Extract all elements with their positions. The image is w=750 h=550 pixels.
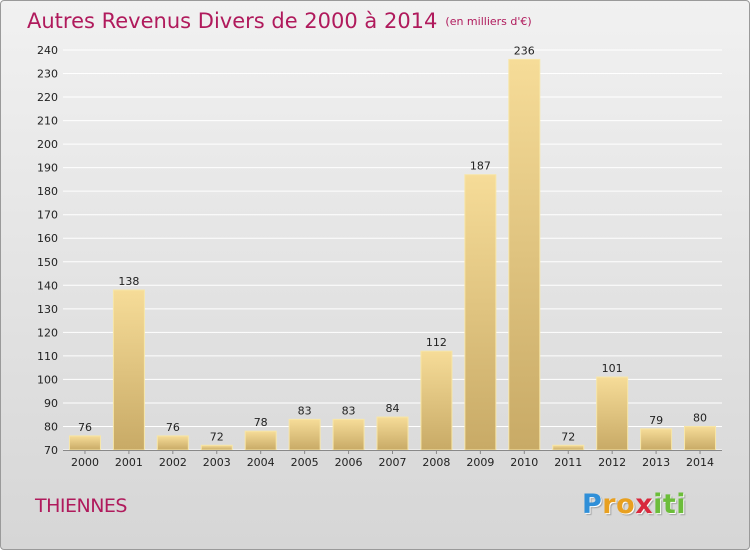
x-tick-label-2012: 2012 [598, 456, 626, 469]
x-tick-label-2013: 2013 [642, 456, 670, 469]
chart-title: Autres Revenus Divers de 2000 à 2014 [27, 9, 438, 33]
value-label-2009: 187 [470, 160, 491, 173]
value-label-2000: 76 [78, 421, 92, 434]
value-label-2014: 80 [693, 411, 707, 424]
y-tick-label: 80 [44, 420, 58, 433]
bar-2011[interactable] [552, 444, 585, 451]
logo-letter: i [653, 489, 663, 520]
bar-2009[interactable] [464, 174, 497, 451]
y-tick-label: 130 [37, 303, 58, 316]
x-tick-label-2006: 2006 [335, 456, 363, 469]
x-tick-label-2001: 2001 [115, 456, 143, 469]
x-tick-label-2003: 2003 [203, 456, 231, 469]
bar-2008[interactable] [420, 350, 453, 451]
y-tick-label: 170 [37, 209, 58, 222]
bar-2012[interactable] [596, 376, 629, 451]
bar-2005[interactable] [288, 418, 321, 451]
y-tick-label: 230 [37, 68, 58, 81]
logo-letter: x [635, 489, 654, 520]
x-tick-label-2004: 2004 [247, 456, 275, 469]
x-tick-label-2007: 2007 [379, 456, 407, 469]
value-label-2005: 83 [298, 404, 312, 417]
bars: 76 138 76 72 78 83 83 84 112 187 236 72 101 79 80 [68, 44, 717, 451]
y-tick-label: 70 [44, 444, 58, 457]
x-tick-label-2002: 2002 [159, 456, 187, 469]
y-tick-label: 150 [37, 256, 58, 269]
title-row: Autres Revenus Divers de 2000 à 2014 (en … [27, 9, 532, 33]
value-label-2010: 236 [514, 44, 535, 57]
y-tick-label: 110 [37, 350, 58, 363]
logo-letter: r [602, 489, 617, 520]
bar-2006[interactable] [332, 418, 365, 451]
y-tick-label: 210 [37, 115, 58, 128]
bar-2000[interactable] [68, 435, 101, 451]
x-tick-label-2009: 2009 [466, 456, 494, 469]
bar-2004[interactable] [244, 430, 277, 451]
commune-name: THIENNES [35, 495, 128, 517]
x-tick-label-2014: 2014 [686, 456, 714, 469]
y-tick-label: 180 [37, 185, 58, 198]
bar-2007[interactable] [376, 416, 409, 451]
y-tick-label: 140 [37, 279, 58, 292]
logo-letter: o [616, 489, 636, 520]
x-tick-label-2008: 2008 [422, 456, 450, 469]
logo-letter: t [662, 489, 677, 520]
bar-2014[interactable] [684, 425, 717, 451]
x-axis: 2000 2001 2002 2003 2004 2005 2006 2007 2008 2009… [63, 450, 722, 469]
proxiti-logo[interactable]: Proxiti [582, 489, 686, 520]
x-tick-label-2000: 2000 [71, 456, 99, 469]
value-label-2007: 84 [386, 402, 400, 415]
value-label-2008: 112 [426, 336, 447, 349]
logo-letter: i [676, 489, 687, 520]
bar-2003[interactable] [200, 444, 233, 451]
x-tick-label-2010: 2010 [510, 456, 538, 469]
logo-letter: P [582, 489, 603, 520]
y-tick-label: 90 [44, 397, 58, 410]
y-tick-label: 160 [37, 232, 58, 245]
value-label-2001: 138 [118, 275, 139, 288]
value-label-2006: 83 [342, 404, 356, 417]
value-label-2002: 76 [166, 421, 180, 434]
value-label-2004: 78 [254, 416, 268, 429]
bar-2002[interactable] [156, 435, 189, 451]
bar-2013[interactable] [640, 428, 673, 451]
value-label-2011: 72 [561, 430, 575, 443]
bar-2001[interactable] [112, 289, 145, 451]
y-tick-label: 240 [37, 44, 58, 57]
chart-subtitle: (en milliers d'€) [445, 15, 532, 28]
y-tick-label: 120 [37, 326, 58, 339]
y-tick-label: 100 [37, 373, 58, 386]
y-axis: 70 80 90 100 110 120 130 140 150 160 170 180 190 200 2… [37, 44, 58, 457]
y-tick-label: 200 [37, 138, 58, 151]
bar-2010[interactable] [508, 58, 541, 451]
x-tick-label-2011: 2011 [554, 456, 582, 469]
value-label-2013: 79 [649, 414, 663, 427]
y-tick-label: 190 [37, 162, 58, 175]
value-label-2003: 72 [210, 430, 224, 443]
x-tick-label-2005: 2005 [291, 456, 319, 469]
value-label-2012: 101 [602, 362, 623, 375]
y-tick-label: 220 [37, 91, 58, 104]
